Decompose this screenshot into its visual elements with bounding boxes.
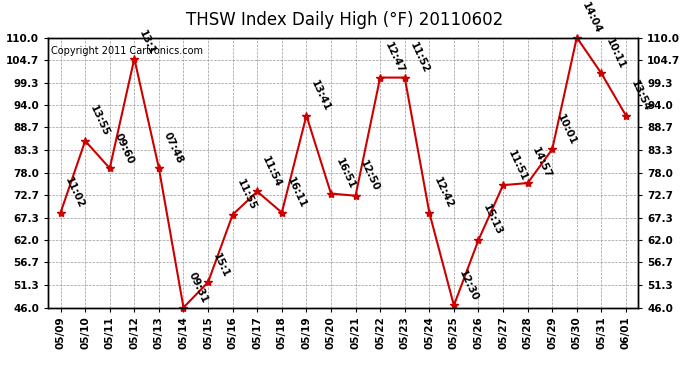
Text: 07:48: 07:48: [161, 131, 185, 165]
Text: Copyright 2011 Cartronics.com: Copyright 2011 Cartronics.com: [51, 46, 204, 56]
Text: 11:52: 11:52: [408, 40, 431, 75]
Text: 12:47: 12:47: [383, 40, 406, 75]
Text: 16:11: 16:11: [284, 176, 308, 210]
Text: 10:11: 10:11: [604, 36, 627, 70]
Text: 14:57: 14:57: [531, 146, 553, 180]
Text: THSW Index Daily High (°F) 20110602: THSW Index Daily High (°F) 20110602: [186, 11, 504, 29]
Text: 16:51: 16:51: [334, 157, 357, 191]
Text: 15:13: 15:13: [481, 203, 504, 237]
Text: 11:54: 11:54: [260, 154, 283, 189]
Text: 13:41: 13:41: [309, 78, 333, 113]
Text: 11:51: 11:51: [506, 148, 529, 182]
Text: 12:30: 12:30: [457, 268, 480, 303]
Text: 10:01: 10:01: [555, 112, 578, 147]
Text: 13:1: 13:1: [137, 28, 157, 56]
Text: 11:55: 11:55: [235, 178, 259, 212]
Text: 14:04: 14:04: [580, 0, 603, 35]
Text: 12:50: 12:50: [358, 159, 382, 193]
Text: 11:02: 11:02: [63, 176, 86, 210]
Text: 13:54: 13:54: [629, 78, 652, 113]
Text: 13:55: 13:55: [88, 104, 111, 138]
Text: 15:1: 15:1: [211, 252, 231, 279]
Text: 12:42: 12:42: [432, 176, 455, 210]
Text: 09:60: 09:60: [112, 131, 135, 165]
Text: 09:31: 09:31: [186, 271, 209, 305]
